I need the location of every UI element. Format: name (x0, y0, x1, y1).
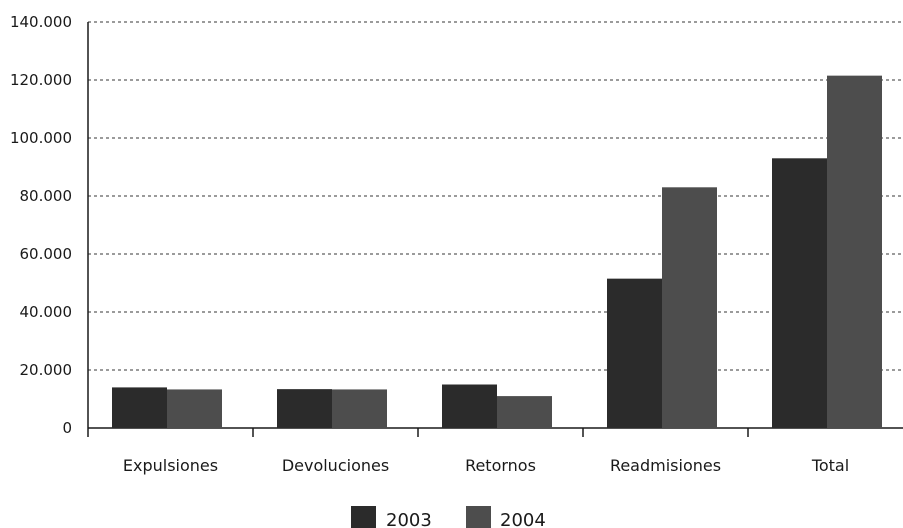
bar-2004-retornos (497, 396, 552, 428)
category-label: Retornos (465, 456, 536, 475)
category-label: Readmisiones (610, 456, 721, 475)
y-tick-label: 0 (62, 419, 72, 437)
y-tick-label: 100.000 (10, 129, 72, 147)
bar-2003-total (772, 158, 827, 429)
y-tick-label: 20.000 (20, 361, 73, 379)
category-label: Expulsiones (123, 456, 218, 475)
y-tick-label: 120.000 (10, 71, 72, 89)
legend-swatch-2003 (351, 506, 376, 528)
category-label: Total (811, 456, 849, 475)
bar-2004-devoluciones (332, 389, 387, 428)
bar-2004-expulsiones (167, 389, 222, 428)
bar-2003-readmisiones (607, 278, 662, 428)
y-axis: 0 20.000 40.000 60.000 80.000 100.000 120.000 1… (10, 13, 89, 437)
bar-2003-devoluciones (277, 389, 332, 428)
legend: 2003 2004 (351, 506, 546, 528)
y-tick-label: 80.000 (20, 187, 73, 205)
legend-label-2003: 2003 (386, 510, 432, 528)
bar-2004-total (827, 75, 882, 429)
y-tick-label: 60.000 (20, 245, 73, 263)
bar-2003-retornos (442, 384, 497, 428)
bar-2003-expulsiones (112, 387, 167, 428)
legend-label-2004: 2004 (500, 510, 546, 528)
category-label: Devoluciones (282, 456, 389, 475)
grid-lines (88, 21, 903, 371)
y-tick-label: 40.000 (20, 303, 73, 321)
x-axis: Expulsiones Devoluciones Retornos Readmisio… (87, 427, 903, 475)
bars (112, 75, 882, 429)
legend-swatch-2004 (466, 506, 491, 528)
bar-2004-readmisiones (662, 187, 717, 428)
y-tick-label: 140.000 (10, 13, 72, 31)
